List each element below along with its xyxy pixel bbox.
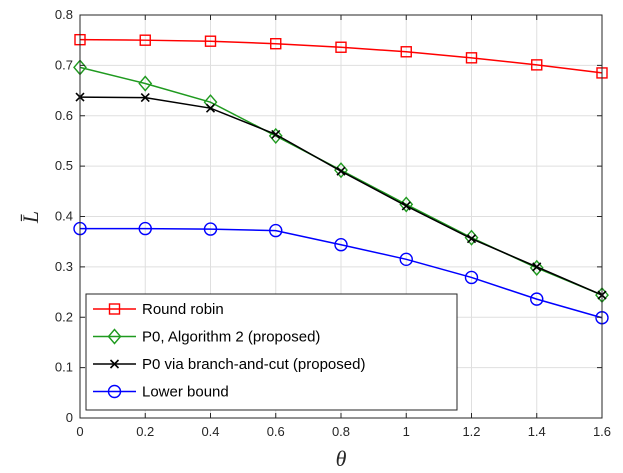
circle-marker xyxy=(334,238,348,252)
x-tick-label: 1.4 xyxy=(528,424,546,439)
series-2 xyxy=(75,92,607,300)
x-marker xyxy=(532,262,542,272)
x-marker xyxy=(205,103,216,113)
y-tick-label: 0.1 xyxy=(55,360,73,375)
y-tick-label: 0.5 xyxy=(55,158,73,173)
x-tick-label: 0.2 xyxy=(136,424,154,439)
legend-label: Round robin xyxy=(142,301,224,318)
x-tick-label: 0 xyxy=(76,424,83,439)
diamond-marker xyxy=(107,328,122,345)
square-marker xyxy=(531,59,543,71)
diamond-marker xyxy=(138,75,153,92)
legend-label: P0 via branch-and-cut (proposed) xyxy=(142,356,365,373)
y-tick-label: 0.7 xyxy=(55,57,73,72)
y-tick-label: 0.6 xyxy=(55,108,73,123)
legend-box xyxy=(85,293,458,411)
x-marker xyxy=(336,166,346,176)
circle-marker xyxy=(203,222,218,236)
x-tick-label: 0.8 xyxy=(332,424,350,439)
circle-marker xyxy=(269,223,283,238)
legend-item: Round robin xyxy=(93,301,224,318)
square-marker xyxy=(465,52,478,64)
y-axis-ticks: 0 0.1 0.2 0.3 0.4 0.5 0.6 0.7 0.8 xyxy=(55,7,602,425)
legend: Round robin P0, Algorithm 2 (proposed) P0 … xyxy=(85,293,458,411)
y-tick-label: 0.2 xyxy=(55,309,73,324)
x-tick-label: 1 xyxy=(403,424,410,439)
series-line xyxy=(80,227,603,319)
square-marker xyxy=(139,34,151,46)
circle-marker xyxy=(107,384,122,399)
y-tick-label: 0 xyxy=(66,410,73,425)
circle-marker xyxy=(464,270,479,285)
circle-marker xyxy=(399,252,413,267)
legend-label: P0, Algorithm 2 (proposed) xyxy=(142,329,320,346)
square-marker xyxy=(400,46,412,58)
y-axis-label: L̄ xyxy=(18,211,43,224)
x-tick-label: 0.6 xyxy=(267,424,285,439)
x-tick-label: 1.6 xyxy=(593,424,611,439)
x-tick-label: 1.2 xyxy=(462,424,480,439)
circle-marker xyxy=(530,292,544,306)
square-marker xyxy=(270,38,282,50)
square-marker xyxy=(335,41,347,53)
x-tick-label: 0.4 xyxy=(201,424,219,439)
series-line xyxy=(79,38,603,74)
legend-item: P0, Algorithm 2 (proposed) xyxy=(93,328,320,346)
square-marker xyxy=(108,303,121,315)
square-marker xyxy=(204,35,217,47)
y-tick-label: 0.3 xyxy=(55,259,73,274)
x-marker xyxy=(109,359,120,369)
x-marker xyxy=(271,129,281,139)
legend-item: P0 via branch-and-cut (proposed) xyxy=(93,356,365,373)
x-axis-ticks: 0 0.2 0.4 0.6 0.8 1 1.2 1.4 1.6 xyxy=(76,15,611,439)
x-marker xyxy=(466,234,477,244)
y-tick-label: 0.8 xyxy=(55,7,73,22)
x-axis-label: θ xyxy=(336,446,347,471)
legend-item: Lower bound xyxy=(93,384,229,401)
y-tick-label: 0.4 xyxy=(55,209,73,224)
legend-label: Lower bound xyxy=(142,384,229,401)
x-marker xyxy=(401,201,411,211)
circle-marker xyxy=(138,221,152,236)
x-marker xyxy=(140,93,150,103)
